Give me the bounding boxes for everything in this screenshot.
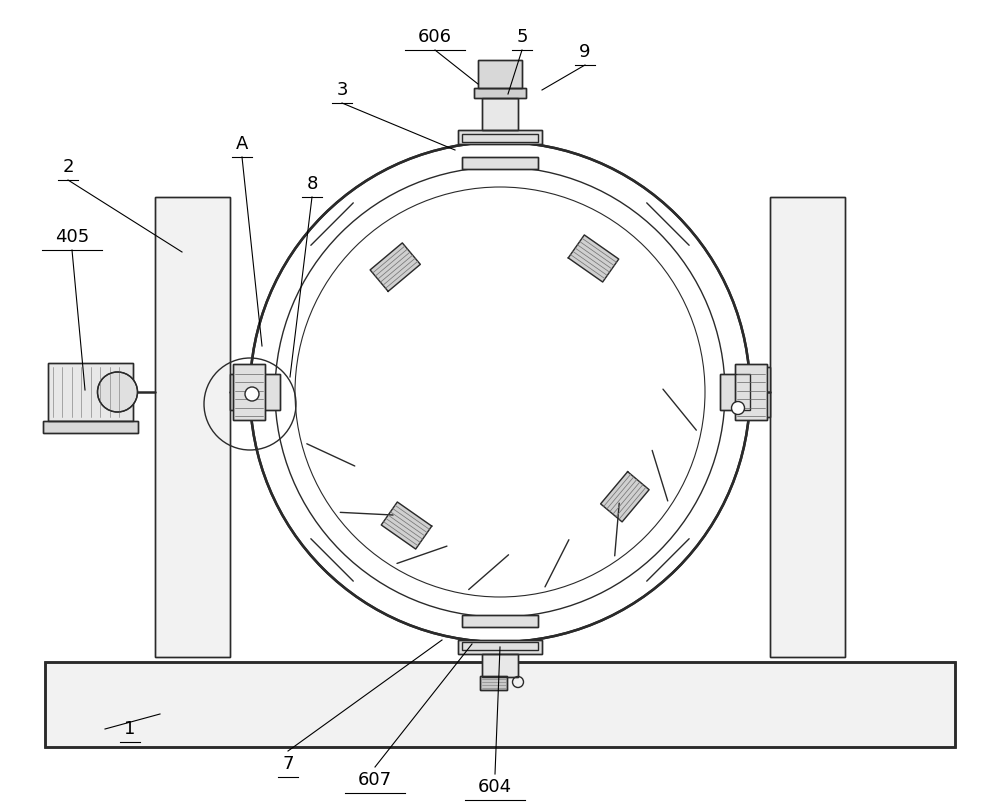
Circle shape	[732, 402, 744, 415]
Bar	[155, 197, 230, 657]
Bar	[480, 676, 507, 690]
Text: 405: 405	[55, 228, 89, 246]
Bar	[230, 374, 280, 410]
Text: 9: 9	[579, 43, 591, 61]
Polygon shape	[568, 235, 619, 282]
Bar	[478, 60, 522, 88]
Bar	[458, 130, 542, 144]
Bar	[462, 134, 538, 142]
Bar	[720, 374, 750, 410]
Bar	[462, 642, 538, 650]
Bar	[458, 640, 542, 654]
Bar	[233, 364, 265, 420]
Bar	[230, 374, 280, 410]
Bar	[462, 615, 538, 627]
Bar	[748, 367, 770, 417]
Text: 604: 604	[478, 778, 512, 796]
Bar	[474, 88, 526, 98]
Text: A: A	[236, 135, 248, 153]
Text: 5: 5	[516, 28, 528, 46]
Bar	[480, 676, 507, 690]
Bar	[45, 662, 955, 747]
Bar	[482, 654, 518, 677]
Bar	[458, 640, 542, 654]
Bar	[720, 374, 750, 410]
Text: 606: 606	[418, 28, 452, 46]
Polygon shape	[381, 502, 432, 549]
Bar	[735, 364, 767, 420]
Bar	[478, 60, 522, 88]
Polygon shape	[370, 243, 420, 291]
Text: 8: 8	[306, 175, 318, 193]
Bar	[748, 367, 770, 417]
Text: 1: 1	[124, 720, 136, 738]
Bar	[458, 130, 542, 144]
Bar	[735, 364, 767, 420]
Circle shape	[250, 142, 750, 642]
Bar	[462, 134, 538, 142]
Bar	[482, 98, 518, 130]
Bar	[770, 197, 845, 657]
Bar	[462, 615, 538, 627]
Polygon shape	[601, 472, 649, 522]
Bar	[482, 654, 518, 677]
Bar	[45, 662, 955, 747]
Text: 2: 2	[62, 158, 74, 176]
Text: 7: 7	[282, 755, 294, 773]
Bar	[462, 157, 538, 169]
Bar	[482, 98, 518, 130]
Circle shape	[245, 387, 259, 401]
Bar	[770, 197, 845, 657]
Text: 607: 607	[358, 771, 392, 789]
Bar	[48, 363, 132, 421]
Bar	[155, 197, 230, 657]
Bar	[462, 157, 538, 169]
Bar	[48, 363, 132, 421]
Text: 3: 3	[336, 81, 348, 99]
Bar	[462, 642, 538, 650]
Circle shape	[98, 372, 138, 412]
Bar	[43, 421, 138, 433]
Bar	[43, 421, 138, 433]
Bar	[233, 364, 265, 420]
Bar	[474, 88, 526, 98]
